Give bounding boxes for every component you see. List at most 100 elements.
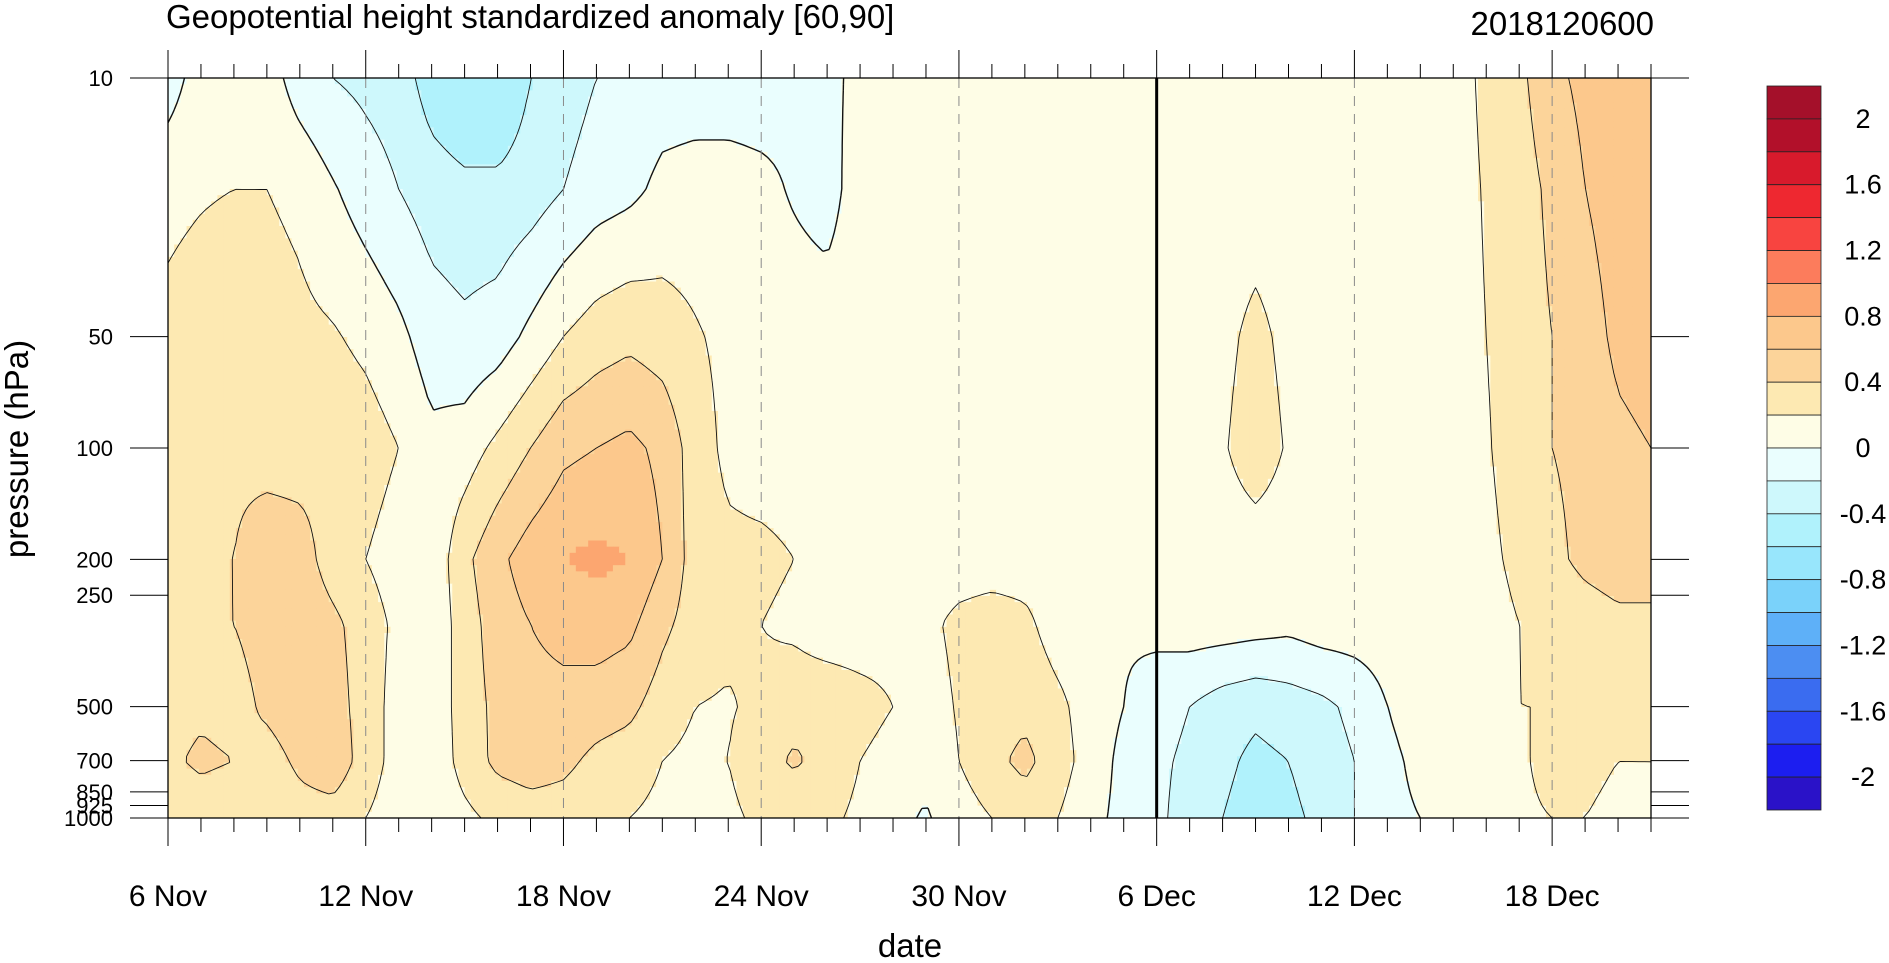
heatmap-cell bbox=[229, 145, 237, 153]
heatmap-cell bbox=[347, 164, 354, 172]
heatmap-cell bbox=[1206, 121, 1213, 128]
heatmap-cell bbox=[1014, 139, 1022, 147]
heatmap-cell bbox=[1323, 78, 1331, 85]
heatmap-cell bbox=[322, 96, 330, 104]
heatmap-cell bbox=[934, 182, 941, 190]
heatmap-cell bbox=[1193, 127, 1201, 135]
heatmap-cell bbox=[532, 84, 540, 91]
heatmap-cell bbox=[958, 102, 966, 110]
heatmap-cell bbox=[816, 189, 824, 196]
heatmap-cell bbox=[1607, 121, 1615, 128]
heatmap-cell bbox=[662, 115, 670, 122]
heatmap-cell bbox=[1410, 127, 1417, 135]
heatmap-cell bbox=[1558, 90, 1566, 98]
heatmap-cell bbox=[1372, 139, 1380, 147]
heatmap-cell bbox=[1360, 121, 1368, 128]
heatmap-cell bbox=[1150, 108, 1158, 116]
heatmap-cell bbox=[235, 108, 243, 116]
heatmap-cell bbox=[273, 78, 280, 85]
heatmap-cell bbox=[353, 139, 361, 147]
heatmap-cell bbox=[260, 102, 268, 110]
heatmap-cell bbox=[792, 84, 799, 91]
heatmap-cell bbox=[1107, 158, 1115, 165]
heatmap-cell bbox=[1156, 139, 1164, 147]
heatmap-cell bbox=[557, 170, 565, 178]
heatmap-cell bbox=[1422, 158, 1430, 165]
heatmap-cell bbox=[1304, 195, 1312, 202]
heatmap-cell bbox=[965, 90, 972, 98]
heatmap-cell bbox=[1267, 102, 1275, 110]
heatmap-cell bbox=[890, 170, 898, 178]
heatmap-cell bbox=[1533, 127, 1541, 135]
heatmap-cell bbox=[421, 108, 429, 116]
heatmap-cell bbox=[1558, 96, 1566, 104]
heatmap-cell bbox=[755, 195, 762, 202]
heatmap-cell bbox=[884, 90, 892, 98]
heatmap-cell bbox=[866, 115, 874, 122]
heatmap-cell bbox=[1224, 164, 1232, 172]
heatmap-cell bbox=[1477, 133, 1485, 141]
heatmap-cell bbox=[958, 90, 966, 98]
heatmap-cell bbox=[1008, 96, 1016, 104]
heatmap-cell bbox=[1490, 96, 1498, 104]
heatmap-cell bbox=[996, 102, 1003, 110]
heatmap-cell bbox=[1490, 139, 1498, 147]
heatmap-cell bbox=[1051, 195, 1059, 202]
heatmap-cell bbox=[748, 176, 756, 184]
heatmap-cell bbox=[1199, 195, 1207, 202]
heatmap-cell bbox=[1076, 96, 1084, 104]
heatmap-cell bbox=[631, 176, 639, 184]
heatmap-cell bbox=[328, 189, 336, 196]
heatmap-cell bbox=[1589, 127, 1596, 135]
heatmap-cell bbox=[273, 158, 280, 165]
heatmap-cell bbox=[1274, 158, 1281, 165]
heatmap-cell bbox=[563, 176, 571, 184]
heatmap-cell bbox=[1453, 133, 1461, 141]
heatmap-cell bbox=[717, 108, 725, 116]
heatmap-cell bbox=[680, 84, 688, 91]
heatmap-cell bbox=[1477, 115, 1485, 122]
heatmap-cell bbox=[1552, 164, 1559, 172]
heatmap-cell bbox=[458, 133, 466, 141]
heatmap-cell bbox=[1626, 189, 1634, 196]
heatmap-cell bbox=[371, 170, 379, 178]
heatmap-cell bbox=[742, 133, 750, 141]
heatmap-cell bbox=[1014, 189, 1022, 196]
heatmap-cell bbox=[1125, 195, 1133, 202]
heatmap-cell bbox=[1026, 158, 1034, 165]
heatmap-cell bbox=[860, 96, 867, 104]
heatmap-cell bbox=[742, 195, 750, 202]
heatmap-cell bbox=[1453, 158, 1461, 165]
heatmap-cell bbox=[514, 84, 521, 91]
heatmap-cell bbox=[977, 90, 985, 98]
heatmap-cell bbox=[1391, 164, 1399, 172]
heatmap-cell bbox=[1286, 164, 1294, 172]
heatmap-cell bbox=[186, 152, 194, 159]
heatmap-cell bbox=[1552, 133, 1559, 141]
heatmap-cell bbox=[1002, 78, 1009, 85]
heatmap-cell bbox=[742, 145, 750, 153]
heatmap-cell bbox=[551, 158, 558, 165]
heatmap-cell bbox=[693, 133, 701, 141]
heatmap-cell bbox=[1595, 158, 1603, 165]
heatmap-cell bbox=[1366, 108, 1374, 116]
heatmap-cell bbox=[1088, 164, 1096, 172]
heatmap-cell bbox=[1175, 201, 1182, 209]
heatmap-cell bbox=[1607, 127, 1615, 135]
heatmap-cell bbox=[1045, 158, 1053, 165]
heatmap-cell bbox=[464, 176, 472, 184]
heatmap-cell bbox=[1589, 145, 1596, 153]
heatmap-cell bbox=[569, 170, 577, 178]
heatmap-cell bbox=[1385, 127, 1393, 135]
heatmap-cell bbox=[341, 164, 348, 172]
heatmap-cell bbox=[563, 158, 571, 165]
heatmap-cell bbox=[736, 189, 744, 196]
heatmap-cell bbox=[835, 121, 843, 128]
heatmap-cell bbox=[1280, 115, 1288, 122]
heatmap-cell bbox=[1515, 189, 1522, 196]
heatmap-cell bbox=[724, 96, 731, 104]
heatmap-cell bbox=[507, 78, 515, 85]
heatmap-cell bbox=[928, 139, 935, 147]
heatmap-cell bbox=[1125, 170, 1133, 178]
heatmap-cell bbox=[958, 195, 966, 202]
